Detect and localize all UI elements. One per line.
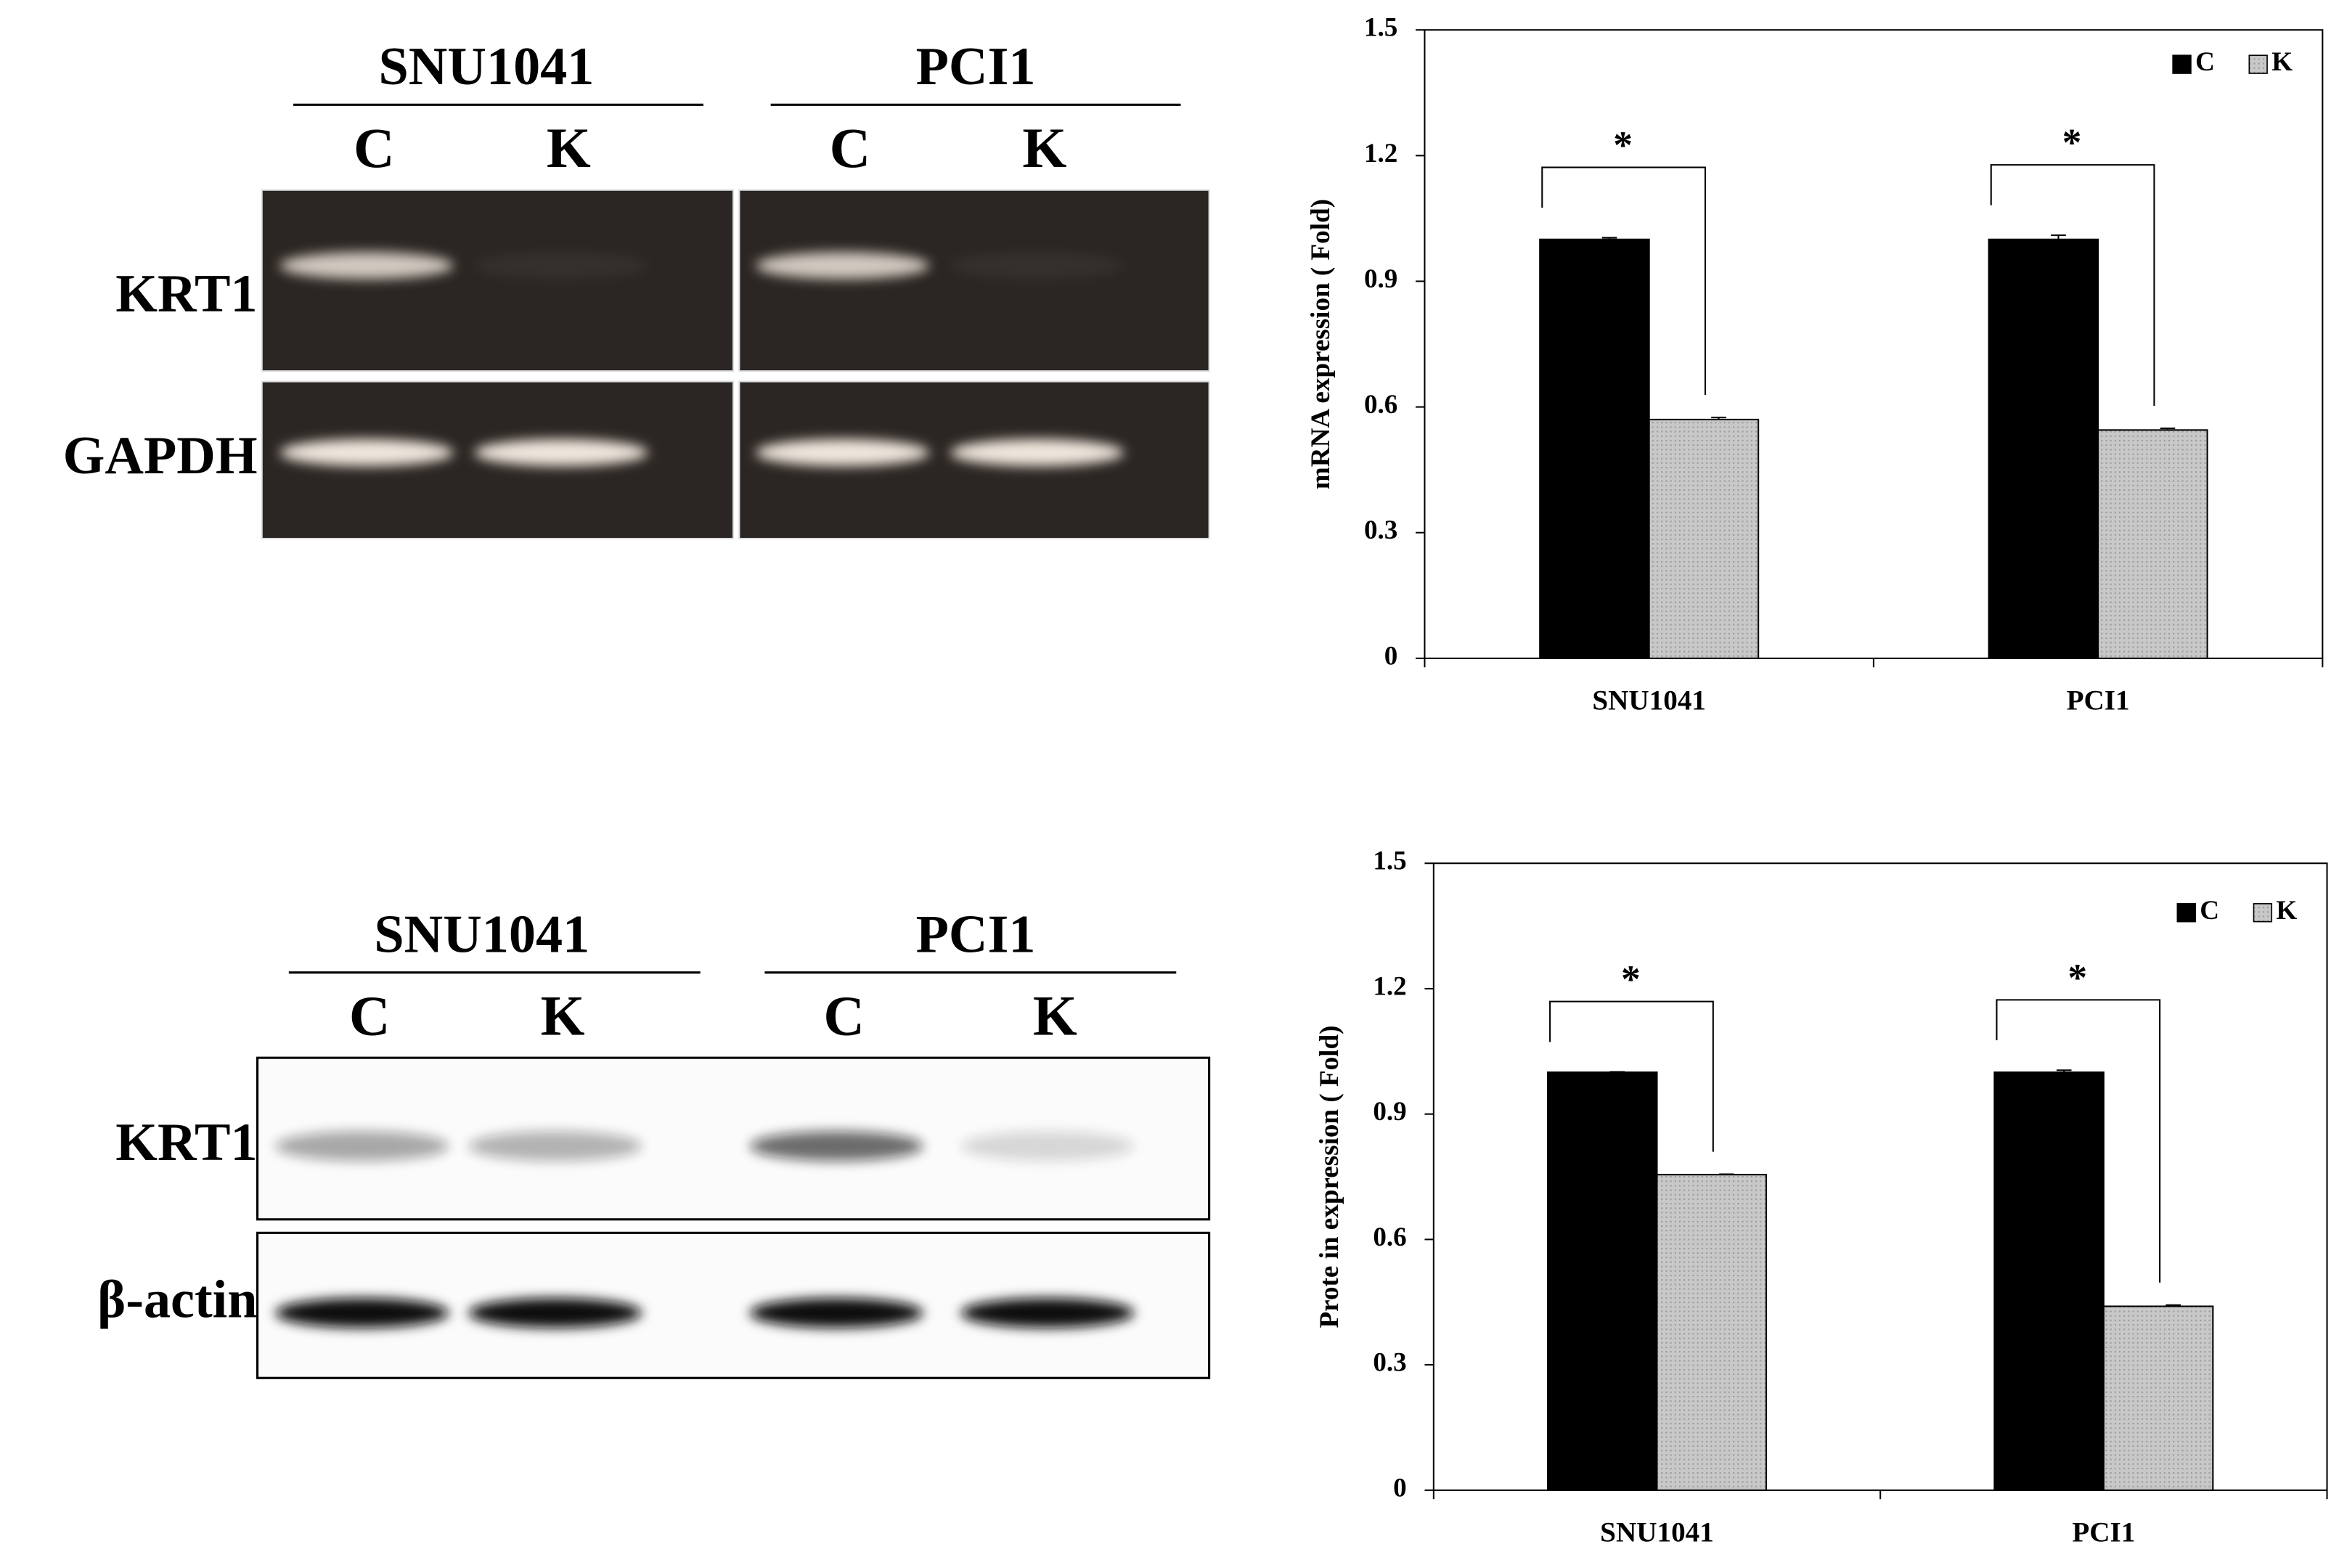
significance-bracket <box>1990 164 2155 407</box>
x-tick-label: PCI1 <box>2072 1517 2135 1548</box>
y-tick-label: 1.5 <box>1373 846 1406 876</box>
y-tick-label: 0 <box>1384 641 1398 671</box>
legend-label: K <box>2271 47 2293 77</box>
y-axis-label: Prote in expression ( Fold) <box>1315 1026 1344 1328</box>
bar <box>1546 1071 1658 1491</box>
y-tick-label: 1.2 <box>1373 971 1406 1001</box>
error-bar <box>2160 428 2176 430</box>
significance-label: * <box>1613 123 1633 167</box>
row-label: GAPDH <box>63 426 258 486</box>
blot-panel <box>261 189 735 372</box>
bar <box>2097 429 2208 659</box>
lane-label: C <box>823 984 865 1048</box>
blot-band <box>468 1297 642 1328</box>
blot-band <box>756 438 930 467</box>
y-tick-label: 0.6 <box>1364 390 1397 420</box>
legend-label: K <box>2276 896 2297 926</box>
legend-label: C <box>2200 896 2219 926</box>
blot-band <box>749 1131 923 1161</box>
blot-band <box>950 252 1124 279</box>
y-axis-label: mRNA expression ( Fold) <box>1306 199 1336 489</box>
blot-band <box>749 1297 923 1328</box>
y-tick-label: 0.3 <box>1373 1348 1406 1378</box>
bar <box>2102 1305 2214 1491</box>
error-bar <box>2056 1069 2072 1073</box>
blot-group-label: SNU1041 <box>379 37 595 97</box>
row-label: KRT1 <box>115 1113 257 1172</box>
blot-band <box>960 1297 1135 1328</box>
legend-swatch <box>2172 54 2192 74</box>
bar <box>1993 1071 2105 1491</box>
lane-label: C <box>354 116 395 179</box>
blot-band <box>474 252 648 279</box>
blot-band <box>474 438 648 467</box>
y-tick-label: 1.2 <box>1364 139 1397 168</box>
blot-band <box>468 1131 642 1161</box>
error-bar <box>1711 417 1726 420</box>
row-label: KRT1 <box>115 264 257 324</box>
blot-band <box>279 252 454 279</box>
significance-bracket <box>1549 1000 1714 1152</box>
blot-group-label: PCI1 <box>916 37 1036 97</box>
blot-band <box>950 438 1124 467</box>
y-tick-label: 0.3 <box>1364 515 1397 545</box>
x-tick-label: PCI1 <box>2067 685 2130 716</box>
x-tick-label: SNU1041 <box>1600 1517 1714 1548</box>
lane-label: K <box>1022 116 1066 179</box>
significance-label: * <box>2067 956 2087 1000</box>
y-tick-label: 0.9 <box>1364 264 1397 294</box>
x-tick-label: SNU1041 <box>1592 685 1706 716</box>
blot-group-label: SNU1041 <box>374 905 589 964</box>
blot-band <box>275 1131 449 1161</box>
blot-band <box>279 438 454 467</box>
error-bar <box>1601 237 1617 240</box>
blot-band <box>960 1131 1135 1161</box>
legend-swatch <box>2176 903 2196 923</box>
error-bar <box>1609 1071 1625 1073</box>
significance-bracket <box>1541 166 1707 396</box>
lane-label: K <box>1033 984 1077 1048</box>
significance-bracket <box>1996 999 2161 1283</box>
significance-label: * <box>1621 957 1641 1001</box>
significance-label: * <box>2062 121 2082 165</box>
lane-label: K <box>547 116 591 179</box>
error-bar <box>2165 1304 2181 1307</box>
legend-swatch <box>2248 54 2268 74</box>
row-label: β-actin <box>97 1270 257 1329</box>
bar <box>1988 238 2099 659</box>
bar <box>1648 418 1760 659</box>
legend-swatch <box>2253 903 2273 923</box>
bar <box>1539 238 1650 659</box>
blot-band <box>756 252 930 279</box>
y-tick-label: 1.5 <box>1364 13 1397 43</box>
error-bar <box>2051 234 2066 240</box>
blot-panel <box>738 189 1210 372</box>
y-tick-label: 0 <box>1393 1473 1407 1503</box>
lane-label: C <box>349 984 391 1048</box>
legend-label: C <box>2195 47 2215 77</box>
bar <box>1656 1174 1768 1491</box>
blot-band <box>275 1297 449 1328</box>
blot-group-label: PCI1 <box>916 905 1036 964</box>
y-tick-label: 0.9 <box>1373 1097 1406 1127</box>
lane-label: K <box>541 984 585 1048</box>
y-tick-label: 0.6 <box>1373 1222 1406 1252</box>
lane-label: C <box>830 116 871 179</box>
